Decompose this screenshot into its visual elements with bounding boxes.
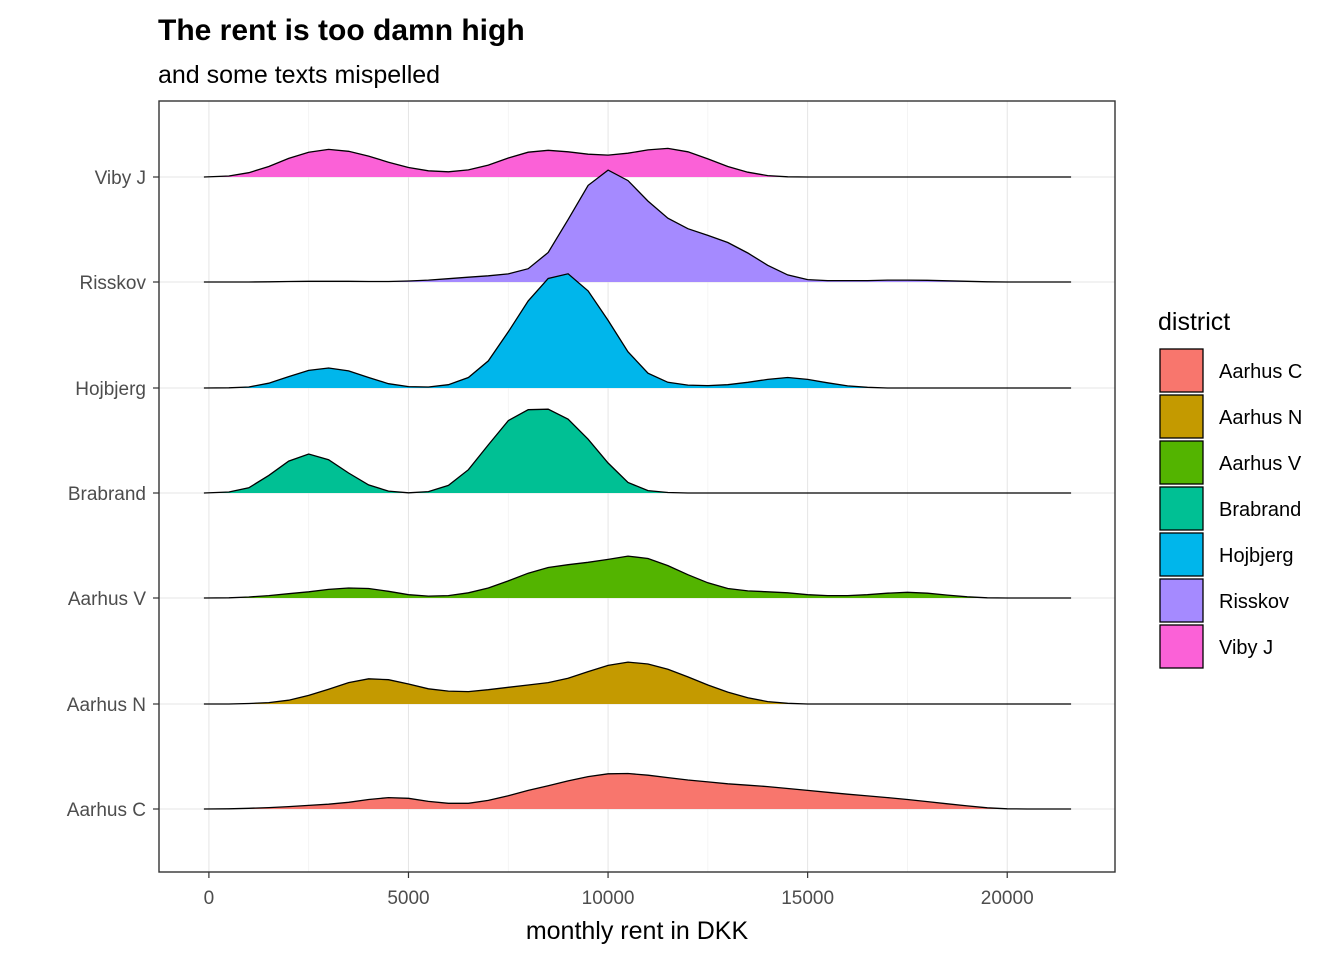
y-axis: Aarhus C Aarhus N Aarhus V Brabrand Hojbjerg… [67,168,159,821]
legend-label: Hojbjerg [1219,545,1293,567]
ridge-line-hojbjerg [203,273,1072,389]
panel-border [158,100,1116,873]
ridge-line-aarhus-c [203,772,1072,810]
legend-key-brabrand [1159,486,1204,531]
ridge-area-brabrand [203,409,1072,493]
legend-label: Aarhus V [1219,453,1302,475]
legend-label: Brabrand [1219,499,1301,521]
legend-key-viby-j [1159,624,1204,669]
x-tick-label: 10000 [582,888,635,909]
y-tick-label: Hojbjerg [75,379,146,400]
ridges [203,147,1072,810]
chart-title: The rent is too damn high [158,14,525,47]
y-tick-label: Aarhus C [67,800,146,821]
ridge-area-aarhus-c [203,773,1072,809]
legend-key-risskov [1159,578,1204,623]
ridge-line-aarhus-n [203,661,1072,705]
y-tick-label: Risskov [79,273,146,294]
legend: district Aarhus C Aarhus N Aarhus V Brabran… [1158,308,1302,669]
x-axis-title: monthly rent in DKK [526,917,749,945]
ridge-line-risskov [203,169,1072,283]
ridge-line-brabrand [203,408,1072,494]
ridge-area-risskov [203,170,1072,282]
x-tick-label: 5000 [387,888,429,909]
legend-label: Risskov [1219,591,1289,613]
ridge-area-aarhus-n [203,662,1072,704]
ridge-area-hojbjerg [203,273,1072,388]
legend-label: Viby J [1219,637,1273,659]
legend-key-aarhus-v [1159,440,1204,485]
x-tick-label: 0 [204,888,215,909]
ridge-area-viby-j [203,148,1072,177]
ridge-line-aarhus-v [203,555,1072,599]
ridge-line-viby-j [203,147,1072,178]
legend-label: Aarhus C [1219,361,1302,383]
legend-label: Aarhus N [1219,407,1302,429]
x-tick-label: 20000 [981,888,1034,909]
y-tick-label: Aarhus V [68,589,146,610]
x-tick-label: 15000 [781,888,834,909]
ridge-area-aarhus-v [203,556,1072,598]
y-tick-label: Aarhus N [67,695,146,716]
chart-subtitle: and some texts mispelled [158,61,440,89]
legend-key-aarhus-n [1159,394,1204,439]
legend-key-aarhus-c [1159,348,1204,393]
legend-title: district [1158,308,1230,336]
y-tick-label: Viby J [95,168,146,189]
legend-key-hojbjerg [1159,532,1204,577]
x-axis: 0 5000 10000 15000 20000 [204,872,1034,909]
y-tick-label: Brabrand [68,484,146,505]
